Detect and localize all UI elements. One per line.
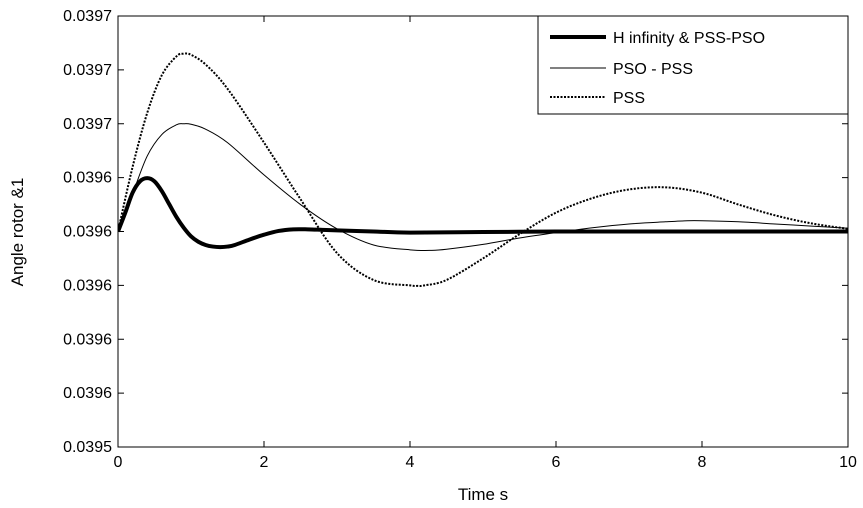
- legend-label-pss: PSS: [613, 90, 645, 107]
- x-tick-label: 0: [114, 454, 123, 471]
- y-tick-label: 0.0397: [63, 62, 112, 79]
- y-tick-label: 0.0396: [63, 277, 112, 294]
- x-tick-label: 8: [698, 454, 707, 471]
- y-tick-label: 0.0396: [63, 224, 112, 241]
- x-tick-label: 10: [839, 454, 857, 471]
- y-axis: 0.0395 0.0396 0.0396 0.0396 0.0396 0.0396 0.03…: [63, 8, 848, 456]
- x-tick-label: 6: [552, 454, 561, 471]
- y-axis-title: Angle rotor &1: [8, 178, 27, 287]
- y-tick-label: 0.0397: [63, 8, 112, 25]
- series-line-pss: [118, 52, 848, 288]
- y-tick-label: 0.0397: [63, 116, 112, 133]
- legend: H infinity & PSS-PSO PSO - PSS PSS: [537, 15, 849, 115]
- series-line-pso-pss: [118, 123, 848, 251]
- series-layer: [118, 52, 848, 288]
- x-tick-label: 4: [406, 454, 415, 471]
- x-axis-title: Time s: [458, 485, 508, 504]
- series-line-h-infinity-pss-pso: [118, 176, 848, 250]
- legend-label-h-infinity: H infinity & PSS-PSO: [613, 30, 765, 47]
- x-tick-label: 2: [260, 454, 269, 471]
- legend-label-pso-pss: PSO - PSS: [613, 61, 693, 78]
- y-tick-label: 0.0396: [63, 170, 112, 187]
- y-tick-label: 0.0396: [63, 331, 112, 348]
- y-tick-label: 0.0396: [63, 385, 112, 402]
- x-axis: 0 2 4 6 8 10: [114, 16, 857, 471]
- y-tick-label: 0.0395: [63, 439, 112, 456]
